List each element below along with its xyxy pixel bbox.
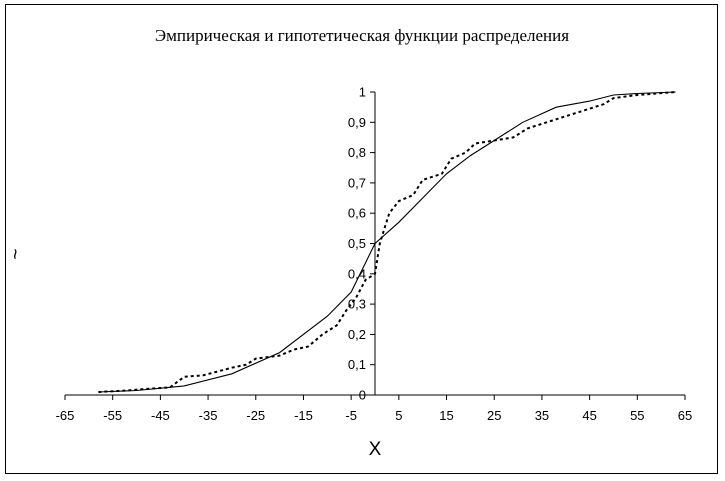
x-tick-label: 35 xyxy=(535,408,549,423)
x-tick-label: -65 xyxy=(56,408,75,423)
chart-frame xyxy=(5,4,718,474)
x-tick-label: -25 xyxy=(246,408,265,423)
series-layer xyxy=(98,91,676,393)
axes-layer xyxy=(64,91,686,400)
hypothetical-distribution-line xyxy=(98,91,676,393)
x-tick-label: 55 xyxy=(630,408,644,423)
y-tick-label: 0,8 xyxy=(348,145,366,160)
x-tick-label: -15 xyxy=(294,408,313,423)
x-tick-label: -55 xyxy=(103,408,122,423)
y-tick-label: 0,3 xyxy=(348,297,366,312)
y-tick-label: 0,9 xyxy=(348,115,366,130)
x-tick-label: -45 xyxy=(151,408,170,423)
x-tick-label: -5 xyxy=(345,408,357,423)
y-tick-label: 0,6 xyxy=(348,206,366,221)
x-tick-label: 25 xyxy=(487,408,501,423)
x-tick-label: 15 xyxy=(439,408,453,423)
y-tick-label: 0,5 xyxy=(348,236,366,251)
x-tick-label: 5 xyxy=(395,408,402,423)
y-tick-label: 0,1 xyxy=(348,357,366,372)
y-tick-label: 0,4 xyxy=(348,266,366,281)
y-tick-label: 0,7 xyxy=(348,175,366,190)
x-tick-label: -35 xyxy=(199,408,218,423)
y-tick-label: 0,2 xyxy=(348,327,366,342)
x-tick-label: 65 xyxy=(678,408,692,423)
x-axis-title: X xyxy=(369,439,382,460)
y-tick-label: 0 xyxy=(359,388,366,403)
y-tick-label: 1 xyxy=(359,85,366,100)
empirical-distribution-line xyxy=(98,91,676,393)
y-axis-title: ~ xyxy=(6,248,27,259)
ticks-layer: -65 -55 -45 -35 -25 -15 -5 5 15 25 35 45 55 6500,10,2… xyxy=(56,85,693,424)
chart-title: Эмпирическая и гипотетическая функции ра… xyxy=(155,26,569,45)
x-tick-label: 45 xyxy=(582,408,596,423)
